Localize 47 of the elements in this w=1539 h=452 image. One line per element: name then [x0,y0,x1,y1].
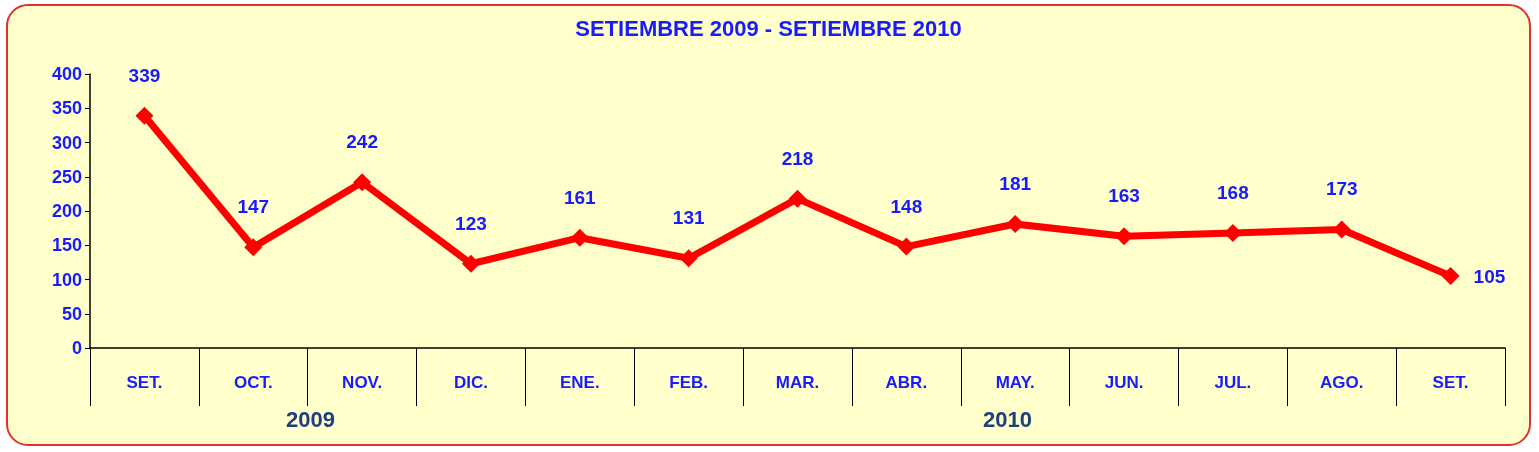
y-tick-label: 50 [61,303,82,324]
x-tick-label: AGO. [1320,373,1364,392]
data-label: 147 [237,196,270,218]
data-label: 173 [1325,178,1358,200]
y-tick-label: 150 [51,235,82,256]
y-tick-label: 100 [51,269,82,290]
x-tick-label: ABR. [885,373,928,392]
x-tick-label: MAY. [995,373,1035,392]
x-tick-label: OCT. [233,373,273,392]
chart-title: SETIEMBRE 2009 - SETIEMBRE 2010 [575,15,962,41]
y-tick-label: 350 [51,98,82,119]
data-label: 339 [128,64,161,86]
data-label: 242 [346,131,378,153]
y-tick-label: 300 [51,132,82,153]
point [570,228,589,247]
data-label: 168 [1217,181,1249,203]
y-tick-label: 400 [51,64,82,84]
x-tick-label: JUL. [1214,373,1252,392]
x-tick-label: SET. [126,373,163,392]
data-label: 131 [672,207,705,229]
point [897,237,916,256]
x-tick-label: MAR. [775,373,820,392]
x-tick-label: DIC. [453,373,488,392]
data-label: 161 [563,186,597,208]
data-label: 181 [999,173,1032,195]
x-tick-label: NOV. [342,373,383,392]
point [679,249,698,268]
text: 2009 [286,406,335,432]
point [1441,267,1460,286]
point [244,238,263,257]
text: 2010 [983,406,1032,432]
data-label: 105 [1473,265,1506,287]
data-label: 218 [781,147,814,169]
point [788,189,807,208]
x-tick-label: JUN. [1104,373,1144,392]
point [461,254,480,273]
data-label: 163 [1108,185,1140,207]
x-tick-label: SET. [1432,373,1469,392]
x-tick-label: FEB. [669,373,709,392]
x-tick-label: ENE. [559,373,600,392]
point [353,173,372,192]
data-label: 148 [890,195,923,217]
y-tick-label: 250 [51,166,82,187]
y-tick-label: 200 [51,201,82,221]
y-tick-label: 0 [71,338,82,358]
data-label: 123 [455,212,487,234]
point [135,106,154,125]
